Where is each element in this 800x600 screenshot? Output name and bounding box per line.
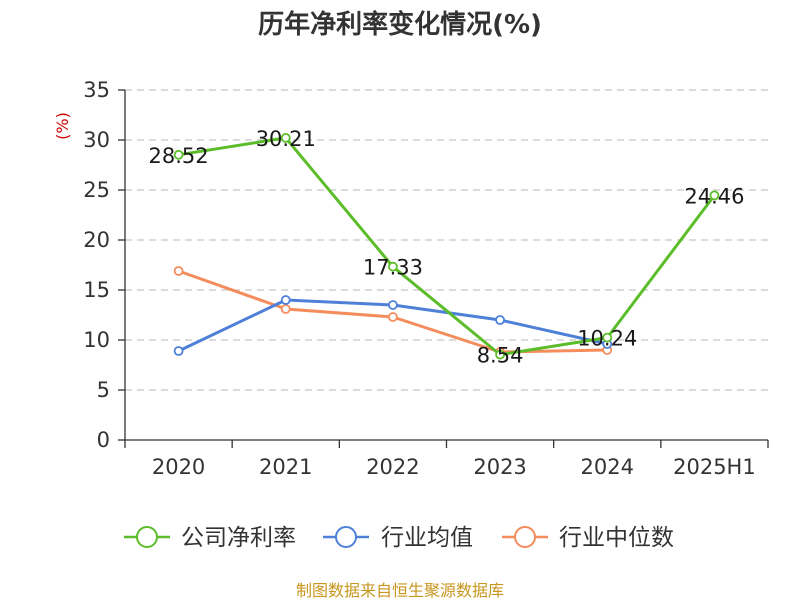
data-label: 17.33 (363, 256, 423, 280)
x-tick-label: 2022 (366, 455, 419, 479)
data-labels: 28.52 30.21 17.33 8.54 10.24 24.46 (149, 127, 745, 368)
legend-item: 行业中位数 (502, 525, 674, 551)
data-point (388, 312, 398, 322)
data-point (495, 315, 505, 325)
legend-label: 公司净利率 (181, 525, 296, 551)
data-point (280, 295, 291, 305)
data-label: 8.54 (477, 344, 524, 368)
legend-item: 行业均值 (323, 525, 473, 551)
x-tick-label: 2023 (473, 455, 526, 479)
x-tick-label: 2025H1 (673, 455, 756, 479)
y-tick-label: 30 (83, 128, 110, 152)
legend-label: 行业均值 (381, 525, 473, 551)
x-tick-label: 2021 (259, 455, 312, 479)
legend-marker (136, 526, 158, 548)
legend-item: 公司净利率 (124, 525, 296, 551)
data-label: 24.46 (684, 184, 744, 208)
data-point (173, 346, 184, 356)
y-tick-label: 20 (83, 228, 110, 252)
data-point (280, 304, 291, 314)
chart-title: 历年净利率变化情况(%) (258, 9, 542, 40)
y-tick-label: 15 (83, 278, 110, 302)
data-point (173, 149, 184, 160)
series (173, 132, 720, 360)
series-line (178, 136, 716, 357)
data-point (388, 261, 398, 272)
y-tick-label: 5 (97, 378, 110, 402)
y-tick-label: 10 (83, 328, 110, 352)
x-tick-label: 2020 (152, 455, 205, 479)
data-label: 28.52 (149, 144, 209, 168)
y-tick-label: 35 (83, 78, 110, 102)
x-tick-label: 2024 (581, 455, 634, 479)
data-point (388, 300, 398, 310)
data-label: 30.21 (256, 127, 316, 151)
y-tick-label: 0 (97, 428, 110, 452)
legend-label: 行业中位数 (559, 525, 674, 551)
legend-marker (514, 526, 536, 548)
grid (125, 89, 768, 391)
data-point (173, 266, 184, 276)
y-tick-label: 25 (83, 178, 110, 202)
data-point (280, 132, 291, 143)
y-axis-label: (%) (53, 112, 72, 140)
data-point (495, 349, 505, 360)
data-point (709, 190, 720, 201)
legend-marker (335, 526, 357, 548)
axes: 0 5 10 15 20 25 30 35 2020 2021 2022 2023 2024 2025H1 (83, 78, 769, 479)
data-point (602, 332, 613, 343)
data-label: 10.24 (577, 327, 637, 351)
source-note: 制图数据来自恒生聚源数据库 (296, 581, 504, 600)
legend: 公司净利率 行业均值 行业中位数 (124, 525, 674, 551)
